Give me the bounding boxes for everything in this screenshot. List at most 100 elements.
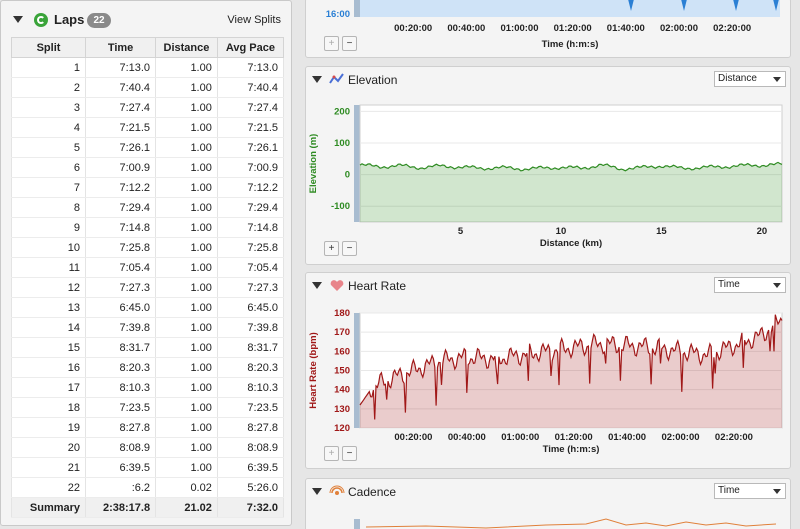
laps-title: Laps (54, 12, 85, 27)
cell-avg-pace: 7:27.4 (216, 97, 285, 118)
laps-count-badge: 22 (87, 13, 111, 28)
table-row[interactable]: 7 7:12.2 1.00 7:12.2 (10, 177, 285, 198)
summary-distance: 21.02 (155, 497, 218, 518)
cadence-xaxis-dropdown[interactable]: Time (714, 483, 786, 499)
cell-split: 9 (10, 217, 87, 238)
elevation-xtick: 5 (458, 226, 464, 237)
cell-split: 17 (10, 377, 87, 398)
cell-time: 7:13.0 (85, 57, 157, 78)
cell-split: 4 (10, 117, 87, 138)
table-row[interactable]: 12 7:27.3 1.00 7:27.3 (10, 277, 285, 298)
pace-spike (628, 0, 634, 11)
table-row[interactable]: 13 6:45.0 1.00 6:45.0 (10, 297, 285, 318)
heart_rate-xtick: 01:40:00 (608, 432, 646, 443)
elevation-xaxis-dropdown[interactable]: Distance (714, 71, 786, 87)
table-row[interactable]: 2 7:40.4 1.00 7:40.4 (10, 77, 285, 98)
cell-time: 7:05.4 (85, 257, 157, 278)
cell-time: :6.2 (85, 477, 157, 498)
table-row[interactable]: 5 7:26.1 1.00 7:26.1 (10, 137, 285, 158)
heart_rate-xtick: 00:40:00 (448, 432, 486, 443)
table-row[interactable]: 21 6:39.5 1.00 6:39.5 (10, 457, 285, 478)
heart_rate-ytick: 120 (334, 423, 350, 434)
table-row[interactable]: 1 7:13.0 1.00 7:13.0 (10, 57, 285, 78)
table-row[interactable]: 9 7:14.8 1.00 7:14.8 (10, 217, 285, 238)
cell-distance: 1.00 (155, 297, 218, 318)
elevation-ytick: 0 (345, 170, 350, 181)
pace-scroll-bar (354, 0, 360, 17)
elevation-panel: Elevation Distance 200 100 0 -100 5 10 15 20 Ele… (305, 66, 791, 265)
table-row[interactable]: 14 7:39.8 1.00 7:39.8 (10, 317, 285, 338)
pace-xtick: 01:40:00 (607, 23, 645, 34)
table-row[interactable]: 22:6.2 0.02 5:26.0 (10, 477, 285, 498)
cell-distance: 0.02 (155, 477, 218, 498)
cell-avg-pace: 7:25.8 (216, 237, 285, 258)
table-row[interactable]: 15 8:31.7 1.00 8:31.7 (10, 337, 285, 358)
cell-distance: 1.00 (155, 217, 218, 238)
cell-distance: 1.00 (155, 357, 218, 378)
column-header-avg-pace[interactable]: Avg Pace (216, 37, 285, 58)
cell-distance: 1.00 (155, 237, 218, 258)
heart_rate-xtick: 02:00:00 (661, 432, 699, 443)
heart_rate-ytick: 170 (334, 327, 350, 338)
cell-distance: 1.00 (155, 257, 218, 278)
heart-rate-xaxis-dropdown[interactable]: Time (714, 277, 786, 293)
heart_rate-ytick: 150 (334, 366, 350, 377)
cell-distance: 1.00 (155, 197, 218, 218)
cell-time: 7:40.4 (85, 77, 157, 98)
table-row[interactable]: 16 8:20.3 1.00 8:20.3 (10, 357, 285, 378)
cell-split: 1 (10, 57, 87, 78)
heart-rate-zoom-out-button[interactable]: − (342, 446, 357, 461)
cadence-icon (329, 485, 345, 495)
table-row[interactable]: 18 7:23.5 1.00 7:23.5 (10, 397, 285, 418)
pace-zoom-in-button[interactable]: + (324, 36, 339, 51)
pace-panel: 16:00 00:20:00 00:40:00 01:00:00 01:20:00 01… (305, 0, 791, 58)
cell-distance: 1.00 (155, 457, 218, 478)
table-row[interactable]: 3 7:27.4 1.00 7:27.4 (10, 97, 285, 118)
cell-split: 11 (10, 257, 87, 278)
elevation-scroll-bar (354, 105, 360, 222)
cell-split: 3 (10, 97, 87, 118)
elevation-zoom-out-button[interactable]: − (342, 241, 357, 256)
cell-avg-pace: 7:27.3 (216, 277, 285, 298)
cell-distance: 1.00 (155, 157, 218, 178)
cell-time: 7:26.1 (85, 137, 157, 158)
cell-avg-pace: 8:31.7 (216, 337, 285, 358)
heart_rate-xtick: 02:20:00 (715, 432, 753, 443)
cell-time: 7:14.8 (85, 217, 157, 238)
cell-distance: 1.00 (155, 337, 218, 358)
heart-rate-collapse-icon[interactable] (312, 282, 322, 289)
table-row[interactable]: 6 7:00.9 1.00 7:00.9 (10, 157, 285, 178)
heart-rate-zoom-in-button[interactable]: + (324, 446, 339, 461)
cell-split: 10 (10, 237, 87, 258)
table-row[interactable]: 19 8:27.8 1.00 8:27.8 (10, 417, 285, 438)
cadence-collapse-icon[interactable] (312, 488, 322, 495)
table-row[interactable]: 17 8:10.3 1.00 8:10.3 (10, 377, 285, 398)
heart-rate-title: Heart Rate (348, 279, 407, 293)
pace-chart: 16:00 00:20:00 00:40:00 01:00:00 01:20:00 01… (326, 0, 780, 50)
cell-distance: 1.00 (155, 417, 218, 438)
view-splits-link[interactable]: View Splits (227, 14, 281, 26)
cell-avg-pace: 7:39.8 (216, 317, 285, 338)
laps-header: Laps 22 View Splits (1, 1, 291, 37)
column-header-time[interactable]: Time (85, 37, 157, 58)
elevation-collapse-icon[interactable] (312, 76, 322, 83)
elevation-zoom-in-button[interactable]: + (324, 241, 339, 256)
table-row[interactable]: 11 7:05.4 1.00 7:05.4 (10, 257, 285, 278)
collapse-triangle-icon[interactable] (13, 16, 23, 23)
cell-split: 15 (10, 337, 87, 358)
laps-icon (34, 13, 48, 27)
column-header-split[interactable]: Split (10, 37, 87, 58)
cell-time: 7:27.3 (85, 277, 157, 298)
table-row[interactable]: 8 7:29.4 1.00 7:29.4 (10, 197, 285, 218)
cell-avg-pace: 7:40.4 (216, 77, 285, 98)
table-row[interactable]: 4 7:21.5 1.00 7:21.5 (10, 117, 285, 138)
table-row[interactable]: 20 8:08.9 1.00 8:08.9 (10, 437, 285, 458)
heart_rate-xtick: 00:20:00 (394, 432, 432, 443)
pace-xtick: 02:00:00 (660, 23, 698, 34)
table-row[interactable]: 10 7:25.8 1.00 7:25.8 (10, 237, 285, 258)
cell-avg-pace: 6:45.0 (216, 297, 285, 318)
elevation-xlabel: Distance (km) (540, 238, 602, 249)
column-header-distance[interactable]: Distance (155, 37, 218, 58)
pace-zoom-out-button[interactable]: − (342, 36, 357, 51)
